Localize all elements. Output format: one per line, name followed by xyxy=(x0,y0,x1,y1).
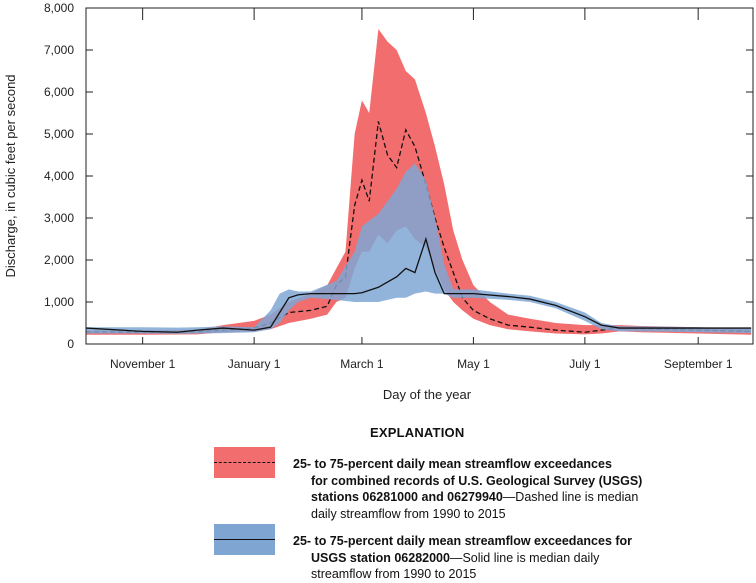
band-06282000 xyxy=(86,163,752,334)
legend-text-06282000: 25- to 75-percent daily mean streamflow … xyxy=(293,533,673,583)
legend-swatch-06282000 xyxy=(214,524,275,555)
legend-text-line: for combined records of U.S. Geological … xyxy=(311,473,643,488)
y-tick-label: 7,000 xyxy=(44,43,74,57)
legend-text-line: —Dashed line is median xyxy=(502,490,639,504)
x-tick-label: July 1 xyxy=(569,357,601,371)
legend-text-line: 25- to 75-percent daily mean streamflow … xyxy=(293,534,633,548)
x-tick-label: November 1 xyxy=(110,357,176,371)
legend-text-line: 25- to 75-percent daily mean streamflow … xyxy=(293,457,612,471)
y-tick-label: 3,000 xyxy=(44,211,74,225)
legend-text-line: USGS station 06282000 xyxy=(311,550,450,565)
x-tick-label: May 1 xyxy=(457,357,490,371)
x-tick-label: January 1 xyxy=(228,357,281,371)
legend-text-combined: 25- to 75-percent daily mean streamflow … xyxy=(293,456,673,522)
solid-line-sample xyxy=(214,539,275,540)
y-tick-label: 4,000 xyxy=(44,169,74,183)
y-tick-label: 0 xyxy=(67,337,74,351)
legend-swatch-combined xyxy=(214,447,275,478)
x-tick-label: March 1 xyxy=(340,357,384,371)
y-tick-label: 6,000 xyxy=(44,85,74,99)
y-tick-label: 5,000 xyxy=(44,127,74,141)
legend-text-line: stations 06281000 and 06279940 xyxy=(311,490,503,504)
y-axis-label: Discharge, in cubic feet per second xyxy=(3,74,18,277)
median-line-06282000 xyxy=(85,236,752,333)
dashed-line-sample xyxy=(214,462,275,463)
median-line-combined xyxy=(85,121,752,333)
y-tick-label: 1,000 xyxy=(44,295,74,309)
legend-text-line: daily streamflow from 1990 to 2015 xyxy=(311,506,506,521)
x-tick-label: September 1 xyxy=(664,357,733,371)
y-tick-label: 2,000 xyxy=(44,253,74,267)
legend-title: EXPLANATION xyxy=(370,425,465,440)
legend-text-line: —Solid line is median daily xyxy=(449,550,600,565)
x-axis-label: Day of the year xyxy=(383,387,472,402)
y-tick-label: 8,000 xyxy=(44,1,74,15)
legend-text-line: streamflow from 1990 to 2015 xyxy=(311,567,477,581)
discharge-chart: 0 1,000 2,000 3,000 4,000 5,000 6,000 7,000 8,00… xyxy=(3,1,754,402)
